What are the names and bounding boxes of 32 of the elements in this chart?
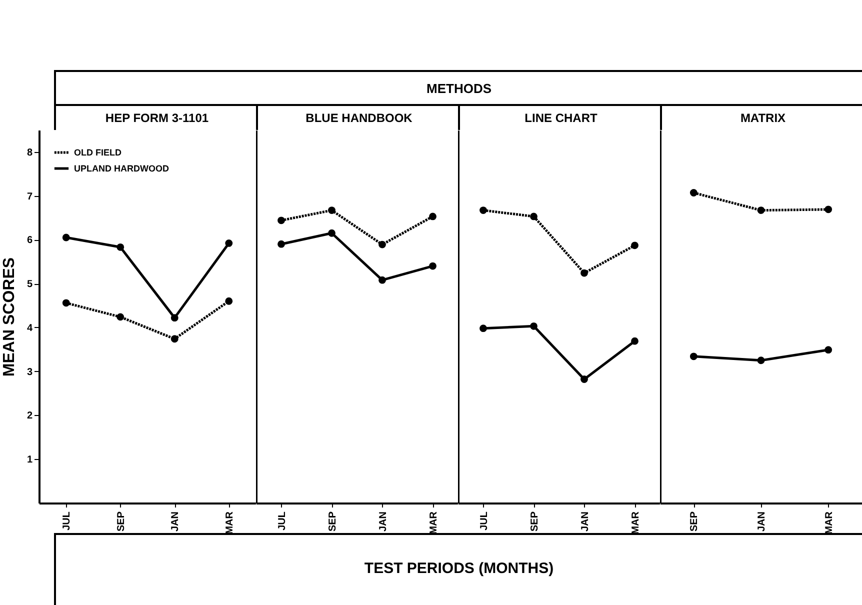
y-tick-label: 3 — [26, 366, 33, 378]
x-tick-label: SEP — [529, 511, 540, 532]
chart-title: LINE CHART — [458, 104, 662, 132]
x-tick-label: SEP — [116, 511, 127, 532]
y-tick-label: 8 — [26, 147, 33, 158]
chart-title: MATRIX — [660, 104, 862, 132]
x-tick-label: JAN — [378, 512, 389, 532]
y-axis-title: MEAN SCORES — [0, 257, 18, 377]
y-tick-label: 5 — [26, 279, 33, 290]
x-tick-label: SEP — [689, 511, 700, 532]
x-tick-label: MAR — [224, 510, 236, 534]
y-tick-label: 4 — [26, 322, 33, 334]
x-tick-label: MAR — [428, 510, 440, 534]
y-tick-label: 2 — [26, 410, 33, 422]
y-tick-label: 1 — [26, 454, 33, 466]
y-tick-label: 7 — [26, 191, 33, 202]
x-tick-label: MAR — [630, 510, 642, 534]
x-tick-label: JUL — [478, 512, 490, 530]
x-tick-label: MAR — [824, 510, 835, 534]
legend-label: UPLAND HARDWOOD — [74, 164, 170, 174]
x-tick-label: JUL — [276, 512, 288, 530]
legend-label: OLD FIELD — [74, 148, 122, 158]
chart-title: BLUE HANDBOOK — [256, 104, 460, 132]
x-tick-label: JAN — [580, 512, 591, 532]
text: METHODS — [54, 70, 862, 106]
x-tick-label: SEP — [327, 511, 338, 532]
y-tick-label: 6 — [26, 235, 33, 246]
x-tick-label: JAN — [170, 512, 182, 532]
x-tick-label: JAN — [756, 512, 768, 532]
text: TEST PERIODS (MONTHS) — [54, 533, 862, 605]
chart-title: HEP FORM 3-1101 — [54, 104, 258, 132]
x-tick-label: JUL — [62, 512, 73, 530]
